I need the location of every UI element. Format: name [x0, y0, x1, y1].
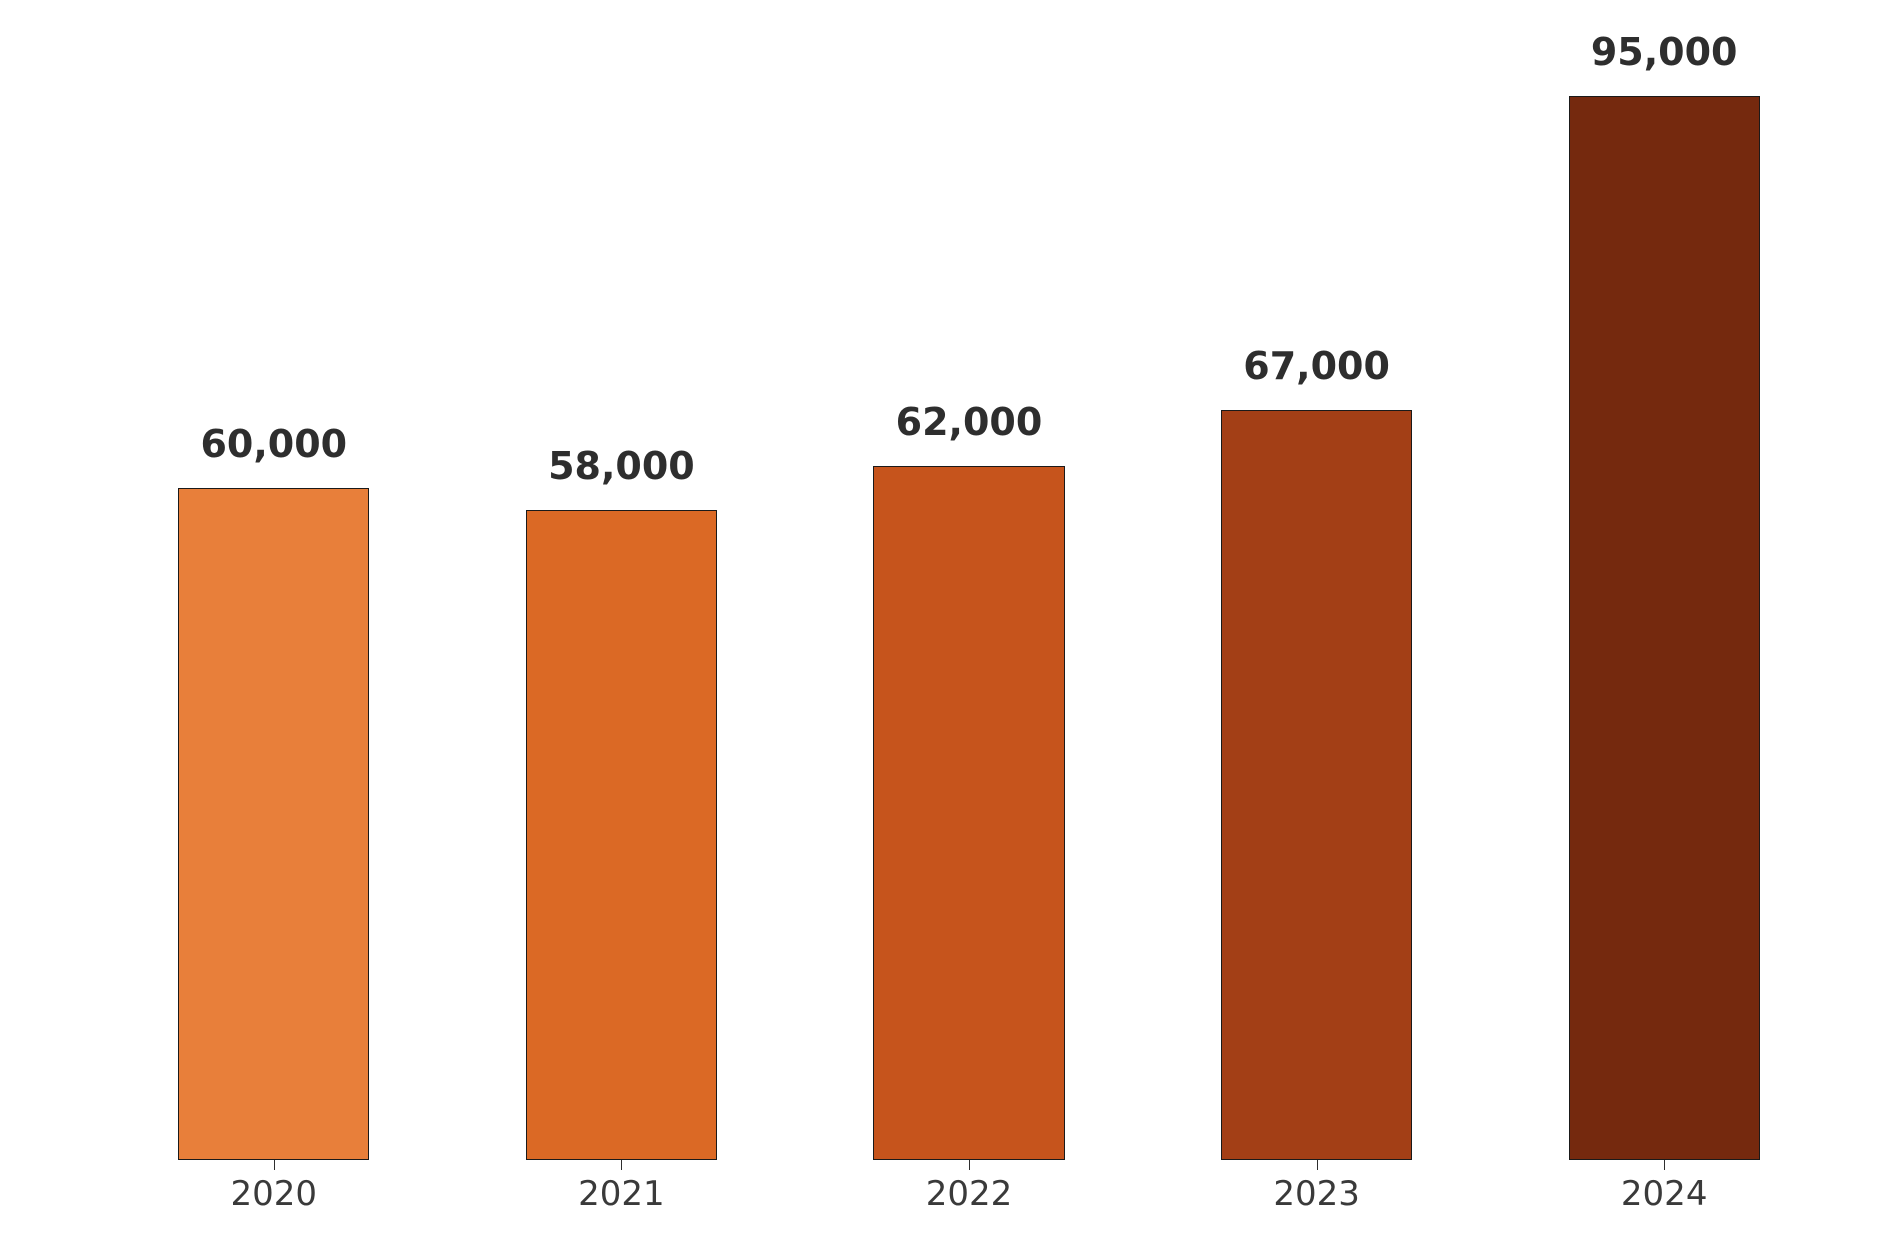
x-tick-label: 2021: [578, 1174, 665, 1214]
bar-slot: [1221, 410, 1412, 1160]
bar-value-label: 62,000: [769, 400, 1169, 444]
x-tick-label: 2020: [231, 1174, 318, 1214]
bar: [873, 466, 1064, 1160]
bar-slot: [178, 488, 369, 1160]
x-tick-mark: [1317, 1160, 1318, 1170]
bar-slot: [526, 510, 717, 1160]
bar-value-label: 95,000: [1464, 30, 1864, 74]
bar-value-label: 60,000: [74, 422, 474, 466]
x-tick-mark: [621, 1160, 622, 1170]
x-tick-mark: [1664, 1160, 1665, 1170]
x-tick-label: 2023: [1273, 1174, 1360, 1214]
x-tick-mark: [274, 1160, 275, 1170]
bar-value-label: 58,000: [421, 444, 821, 488]
bar: [1569, 96, 1760, 1160]
plot-area: 60,000202058,000202162,000202267,0002023…: [100, 40, 1838, 1160]
x-tick-label: 2024: [1621, 1174, 1708, 1214]
bar: [178, 488, 369, 1160]
bar: [1221, 410, 1412, 1160]
x-tick-mark: [969, 1160, 970, 1170]
bar-slot: [873, 466, 1064, 1160]
bar-chart: 60,000 2020 58,000 2021 62,000 2022 67,000 2023…: [0, 0, 1898, 1240]
bar-value-label: 67,000: [1117, 344, 1517, 388]
x-tick-label: 2022: [926, 1174, 1013, 1214]
bar: [526, 510, 717, 1160]
bar-slot: [1569, 96, 1760, 1160]
